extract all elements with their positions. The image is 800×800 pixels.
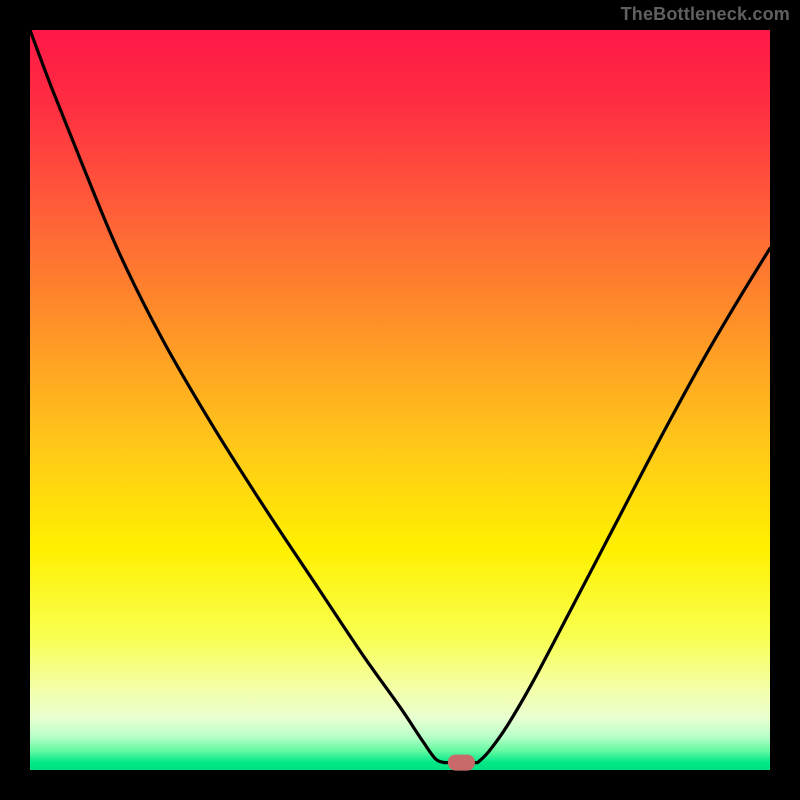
chart-container: TheBottleneck.com xyxy=(0,0,800,800)
chart-svg xyxy=(0,0,800,800)
plot-background xyxy=(30,30,770,770)
optimal-marker xyxy=(448,755,474,770)
watermark-text: TheBottleneck.com xyxy=(621,4,790,25)
